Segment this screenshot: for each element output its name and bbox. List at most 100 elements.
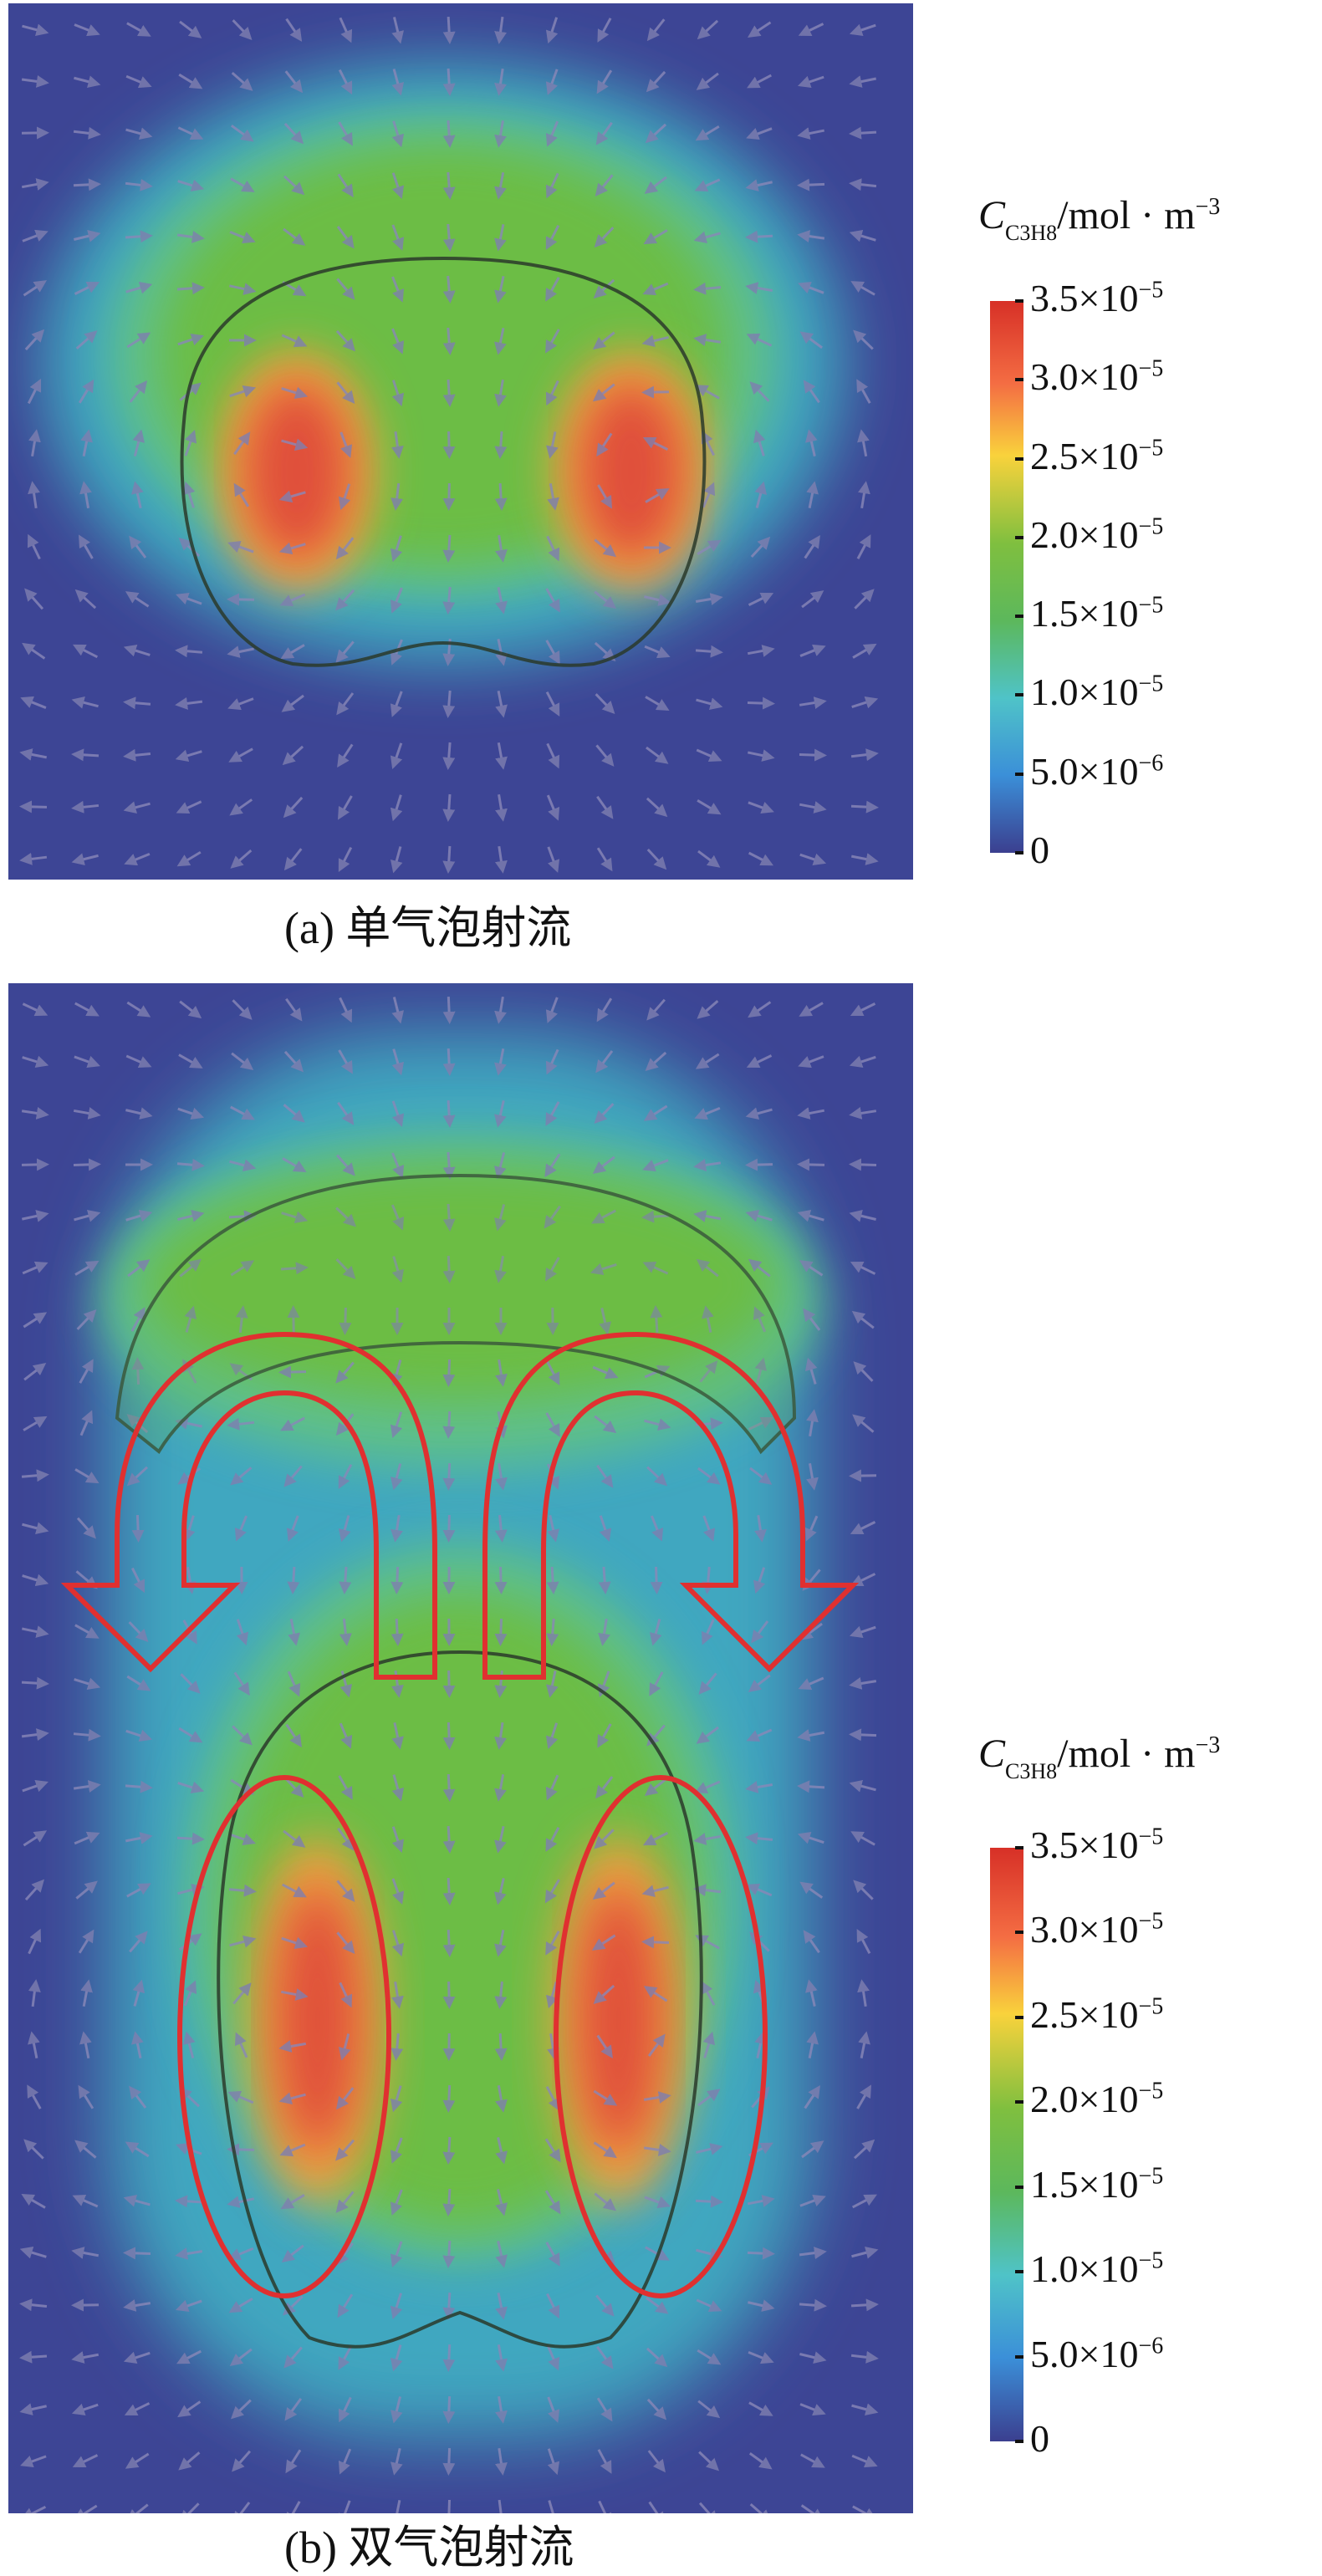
velocity-arrow	[851, 1165, 876, 1166]
velocity-arrow	[448, 2396, 449, 2421]
velocity-arrow	[449, 1982, 450, 2007]
velocity-arrow	[125, 2253, 151, 2254]
velocity-arrow	[177, 288, 202, 289]
velocity-arrow	[125, 236, 151, 237]
colorbar-tick-mark	[1015, 378, 1023, 381]
colorbar-tick-mark	[1015, 693, 1023, 696]
velocity-arrow	[449, 1671, 450, 1696]
velocity-arrow	[22, 807, 47, 808]
colorbar-tick-mark	[1015, 299, 1023, 303]
velocity-arrow	[799, 2304, 824, 2306]
velocity-arrow	[448, 2189, 450, 2214]
velocity-arrow	[74, 1165, 99, 1166]
velocity-arrow	[448, 2085, 449, 2110]
concentration-heatmap	[42, 62, 845, 664]
velocity-arrow	[448, 1100, 450, 1125]
velocity-arrow	[177, 1838, 202, 1839]
colorbar-tick-mark	[1015, 851, 1023, 854]
velocity-arrow	[448, 1048, 450, 1074]
colorbar-tick-mark	[1015, 1846, 1023, 1849]
velocity-arrow	[448, 1152, 450, 1177]
velocity-arrow	[448, 1463, 449, 1488]
colorbar-tick-label: 2.0×10−5	[1030, 2077, 1163, 2121]
caption-panel-b: (b) 双气泡射流	[284, 2510, 574, 2576]
velocity-arrow	[449, 483, 450, 508]
colorbar-tick-label: 0	[1030, 2416, 1049, 2461]
velocity-arrow	[177, 2201, 202, 2202]
velocity-arrow	[448, 69, 450, 94]
colorbar-tick-label: 3.0×10−5	[1030, 1907, 1163, 1951]
velocity-arrow	[501, 1619, 502, 1644]
velocity-arrow	[448, 2344, 449, 2369]
velocity-arrow	[448, 380, 450, 405]
velocity-arrow	[74, 184, 99, 185]
colorbar-tick-label: 5.0×10−6	[1030, 749, 1163, 793]
colorbar-tick-mark	[1015, 773, 1023, 776]
velocity-arrow	[500, 431, 502, 457]
colorbar-tick-mark	[1015, 536, 1023, 539]
velocity-arrow	[448, 2448, 449, 2473]
velocity-arrow	[22, 2356, 47, 2358]
colorbar-tick-mark	[1015, 615, 1023, 618]
velocity-arrow	[851, 2304, 876, 2306]
velocity-arrow	[644, 392, 669, 393]
colorbar-tick-mark	[1015, 2016, 1023, 2019]
colorbar-tick-label: 3.0×10−5	[1030, 355, 1163, 399]
velocity-arrow	[799, 184, 824, 185]
panel-a-single-bubble-jet	[8, 3, 913, 880]
colorbar-tick-label: 1.5×10−5	[1030, 591, 1163, 635]
velocity-arrow	[501, 1567, 502, 1592]
velocity-arrow	[656, 1567, 657, 1592]
velocity-arrow	[74, 754, 99, 756]
velocity-arrow	[799, 1165, 824, 1166]
velocity-arrow	[799, 1786, 824, 1788]
colorbar-tick-mark	[1015, 2186, 1023, 2189]
velocity-arrow	[448, 997, 449, 1022]
velocity-arrow	[851, 1476, 876, 1477]
velocity-arrow	[851, 132, 876, 134]
caption-panel-a: (a) 单气泡射流	[284, 890, 571, 956]
colorbar-tick-label: 3.5×10−5	[1030, 1823, 1163, 1867]
velocity-arrow	[448, 2293, 450, 2318]
velocity-arrow	[448, 1411, 450, 1436]
panel-b-double-bubble-jet	[8, 983, 913, 2513]
velocity-arrow	[448, 846, 450, 871]
velocity-arrow	[449, 431, 450, 457]
velocity-arrow	[448, 2241, 450, 2266]
velocity-arrow	[448, 1359, 449, 1385]
colorbar-tick-label: 1.5×10−5	[1030, 2162, 1163, 2206]
velocity-arrow	[448, 1930, 449, 1955]
velocity-arrow	[448, 794, 450, 819]
velocity-arrow	[448, 535, 450, 560]
velocity-arrow	[604, 1567, 605, 1592]
velocity-arrow	[748, 702, 773, 703]
colorbar-tick-label: 5.0×10−6	[1030, 2332, 1163, 2376]
velocity-arrow	[281, 1372, 306, 1373]
colorbar-tick-mark	[1015, 1931, 1023, 1934]
colorbar-tick-mark	[1015, 2355, 1023, 2359]
colorbar-gradient	[990, 301, 1023, 853]
velocity-arrow	[22, 1165, 47, 1166]
velocity-arrow	[448, 1722, 449, 1747]
colorbar-gradient	[990, 1848, 1023, 2441]
velocity-arrow	[448, 120, 450, 145]
velocity-arrow	[22, 1682, 47, 1684]
colorbar-tick-label: 1.0×10−5	[1030, 2247, 1163, 2291]
velocity-arrow	[748, 2252, 773, 2253]
concentration-field-b	[8, 983, 913, 2513]
velocity-arrow	[851, 1734, 876, 1735]
velocity-arrow	[748, 236, 773, 237]
colorbar-tick-label: 0	[1030, 828, 1049, 872]
velocity-arrow	[448, 2137, 450, 2162]
velocity-arrow	[293, 1567, 294, 1592]
colorbar-tick-label: 2.5×10−5	[1030, 1992, 1163, 2037]
velocity-arrow	[552, 1567, 554, 1592]
colorbar-tick-label: 2.5×10−5	[1030, 434, 1163, 478]
velocity-arrow	[500, 2033, 502, 2058]
colorbar-tick-mark	[1015, 457, 1023, 461]
colorbar-tick-mark	[1015, 2440, 1023, 2443]
velocity-arrow	[644, 1941, 669, 1942]
velocity-arrow	[748, 1165, 773, 1166]
